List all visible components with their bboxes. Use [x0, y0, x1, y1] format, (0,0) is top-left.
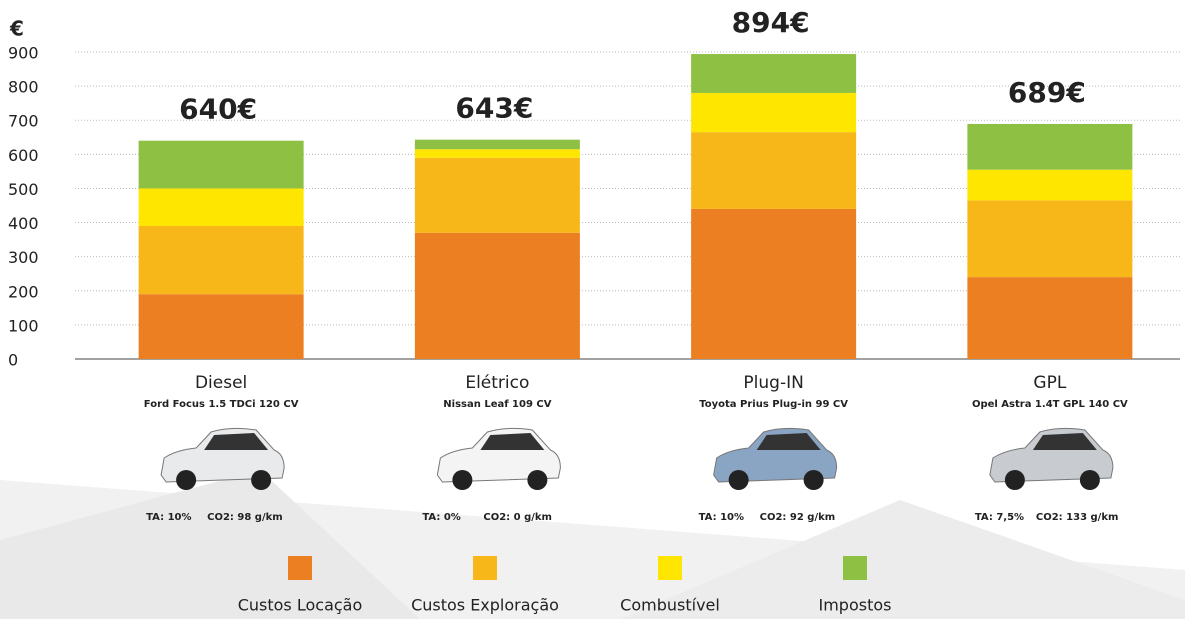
car-wheel	[176, 470, 196, 490]
y-tick-label: 900	[8, 44, 39, 63]
co2-label: CO2: 0 g/km	[483, 512, 552, 523]
ta-label: TA: 10%	[146, 512, 191, 523]
bar-segment	[139, 188, 304, 226]
y-tick-label: 400	[8, 214, 39, 233]
legend-label: Custos Locação	[238, 596, 363, 615]
y-tick-label: 500	[8, 180, 39, 199]
legend-swatch	[288, 556, 312, 580]
y-tick-label: 200	[8, 282, 39, 301]
bar-segment	[139, 141, 304, 189]
car-wheel	[251, 470, 271, 490]
co2-label: CO2: 98 g/km	[207, 512, 283, 523]
ta-label: TA: 0%	[422, 512, 460, 523]
car-images	[161, 428, 1113, 490]
car-wheel	[1005, 470, 1025, 490]
category-label: GPL	[1033, 373, 1066, 393]
total-label: 894€	[732, 6, 810, 39]
model-label: Toyota Prius Plug-in 99 CV	[699, 399, 848, 410]
legend-label: Combustível	[620, 596, 720, 615]
y-axis-label: €	[9, 17, 24, 41]
category-label: Plug-IN	[743, 373, 803, 393]
y-tick-label: 700	[8, 112, 39, 131]
category-label: Diesel	[195, 373, 247, 393]
bar-segment	[415, 233, 580, 359]
car-wheel	[804, 470, 824, 490]
model-label: Nissan Leaf 109 CV	[443, 399, 551, 410]
legend-label: Custos Exploração	[411, 596, 559, 615]
legend-swatch	[843, 556, 867, 580]
bar-segment	[415, 158, 580, 233]
ta-label: TA: 10%	[699, 512, 744, 523]
y-tick-label: 600	[8, 146, 39, 165]
car-wheel	[452, 470, 472, 490]
y-tick-label: 800	[8, 78, 39, 97]
legend-label: Impostos	[819, 596, 892, 615]
car	[437, 428, 560, 490]
bar-segment	[139, 226, 304, 294]
car-wheel	[729, 470, 749, 490]
y-tick-label: 100	[8, 316, 39, 335]
car-wheel	[1080, 470, 1100, 490]
bar-segment	[691, 209, 856, 359]
category-label: Elétrico	[465, 373, 529, 393]
bar-segment	[967, 170, 1132, 201]
model-label: Opel Astra 1.4T GPL 140 CV	[972, 399, 1128, 410]
background-shapes	[0, 470, 1185, 619]
bar-segment	[691, 93, 856, 132]
co2-label: CO2: 133 g/km	[1036, 512, 1119, 523]
car	[990, 428, 1113, 490]
bar-segment	[139, 294, 304, 359]
bar-segment	[691, 54, 856, 93]
car-wheel	[527, 470, 547, 490]
model-label: Ford Focus 1.5 TDCi 120 CV	[144, 399, 299, 410]
bar-segment	[967, 124, 1132, 170]
bar-segment	[967, 200, 1132, 277]
ta-label: TA: 7,5%	[975, 512, 1024, 523]
chart: € 0 100 200 300 400 500 600 700 800 900 640€ Diesel…	[0, 0, 1185, 619]
y-tick-label: 300	[8, 248, 39, 267]
total-label: 689€	[1008, 76, 1086, 109]
total-label: 640€	[179, 93, 257, 126]
legend-swatch	[473, 556, 497, 580]
total-label: 643€	[455, 92, 533, 125]
legend-swatch	[658, 556, 682, 580]
co2-label: CO2: 92 g/km	[760, 512, 836, 523]
car	[714, 428, 837, 490]
bar-segment	[415, 149, 580, 158]
y-tick-label: 0	[8, 351, 18, 370]
bar-segment	[967, 277, 1132, 359]
bar-segment	[691, 132, 856, 209]
bar-segment	[415, 140, 580, 150]
